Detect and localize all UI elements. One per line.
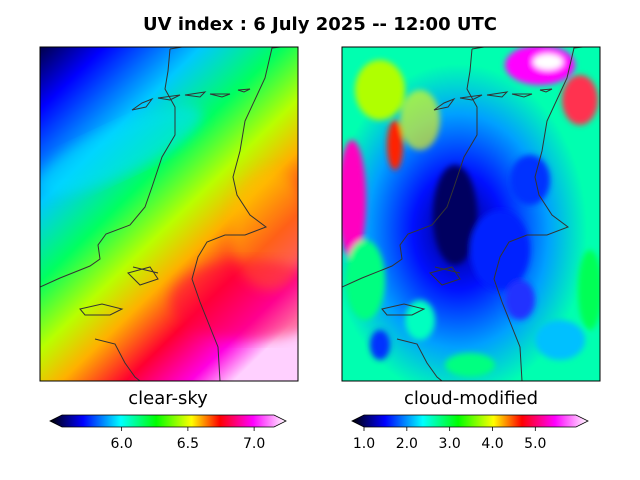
colorbar-tick-label: 3.0 bbox=[439, 436, 461, 452]
colorbar-tick-label: 6.5 bbox=[177, 436, 199, 452]
colorbar-tick-label: 1.0 bbox=[353, 436, 375, 452]
figure-title: UV index : 6 July 2025 -- 12:00 UTC bbox=[143, 14, 497, 35]
clear-sky-map bbox=[39, 46, 299, 382]
cloud-modified-label: cloud-modified bbox=[404, 388, 538, 409]
colorbar-tick-label: 7.0 bbox=[243, 436, 265, 452]
clear-sky-colorbar bbox=[49, 414, 287, 428]
colorbar-tick-label: 4.0 bbox=[481, 436, 503, 452]
clear-sky-label: clear-sky bbox=[128, 388, 208, 409]
clear-sky-colorbar-ticks: 6.0 6.5 7.0 bbox=[110, 427, 265, 452]
colorbar-tick-label: 6.0 bbox=[110, 436, 132, 452]
colorbar-tick-label: 2.0 bbox=[396, 436, 418, 452]
cloud-modified-map bbox=[341, 46, 601, 382]
cloud-modified-colorbar-ticks: 1.0 2.0 3.0 4.0 5.0 bbox=[353, 427, 546, 452]
colorbar-tick-label: 5.0 bbox=[524, 436, 546, 452]
cloud-modified-colorbar bbox=[351, 414, 589, 428]
